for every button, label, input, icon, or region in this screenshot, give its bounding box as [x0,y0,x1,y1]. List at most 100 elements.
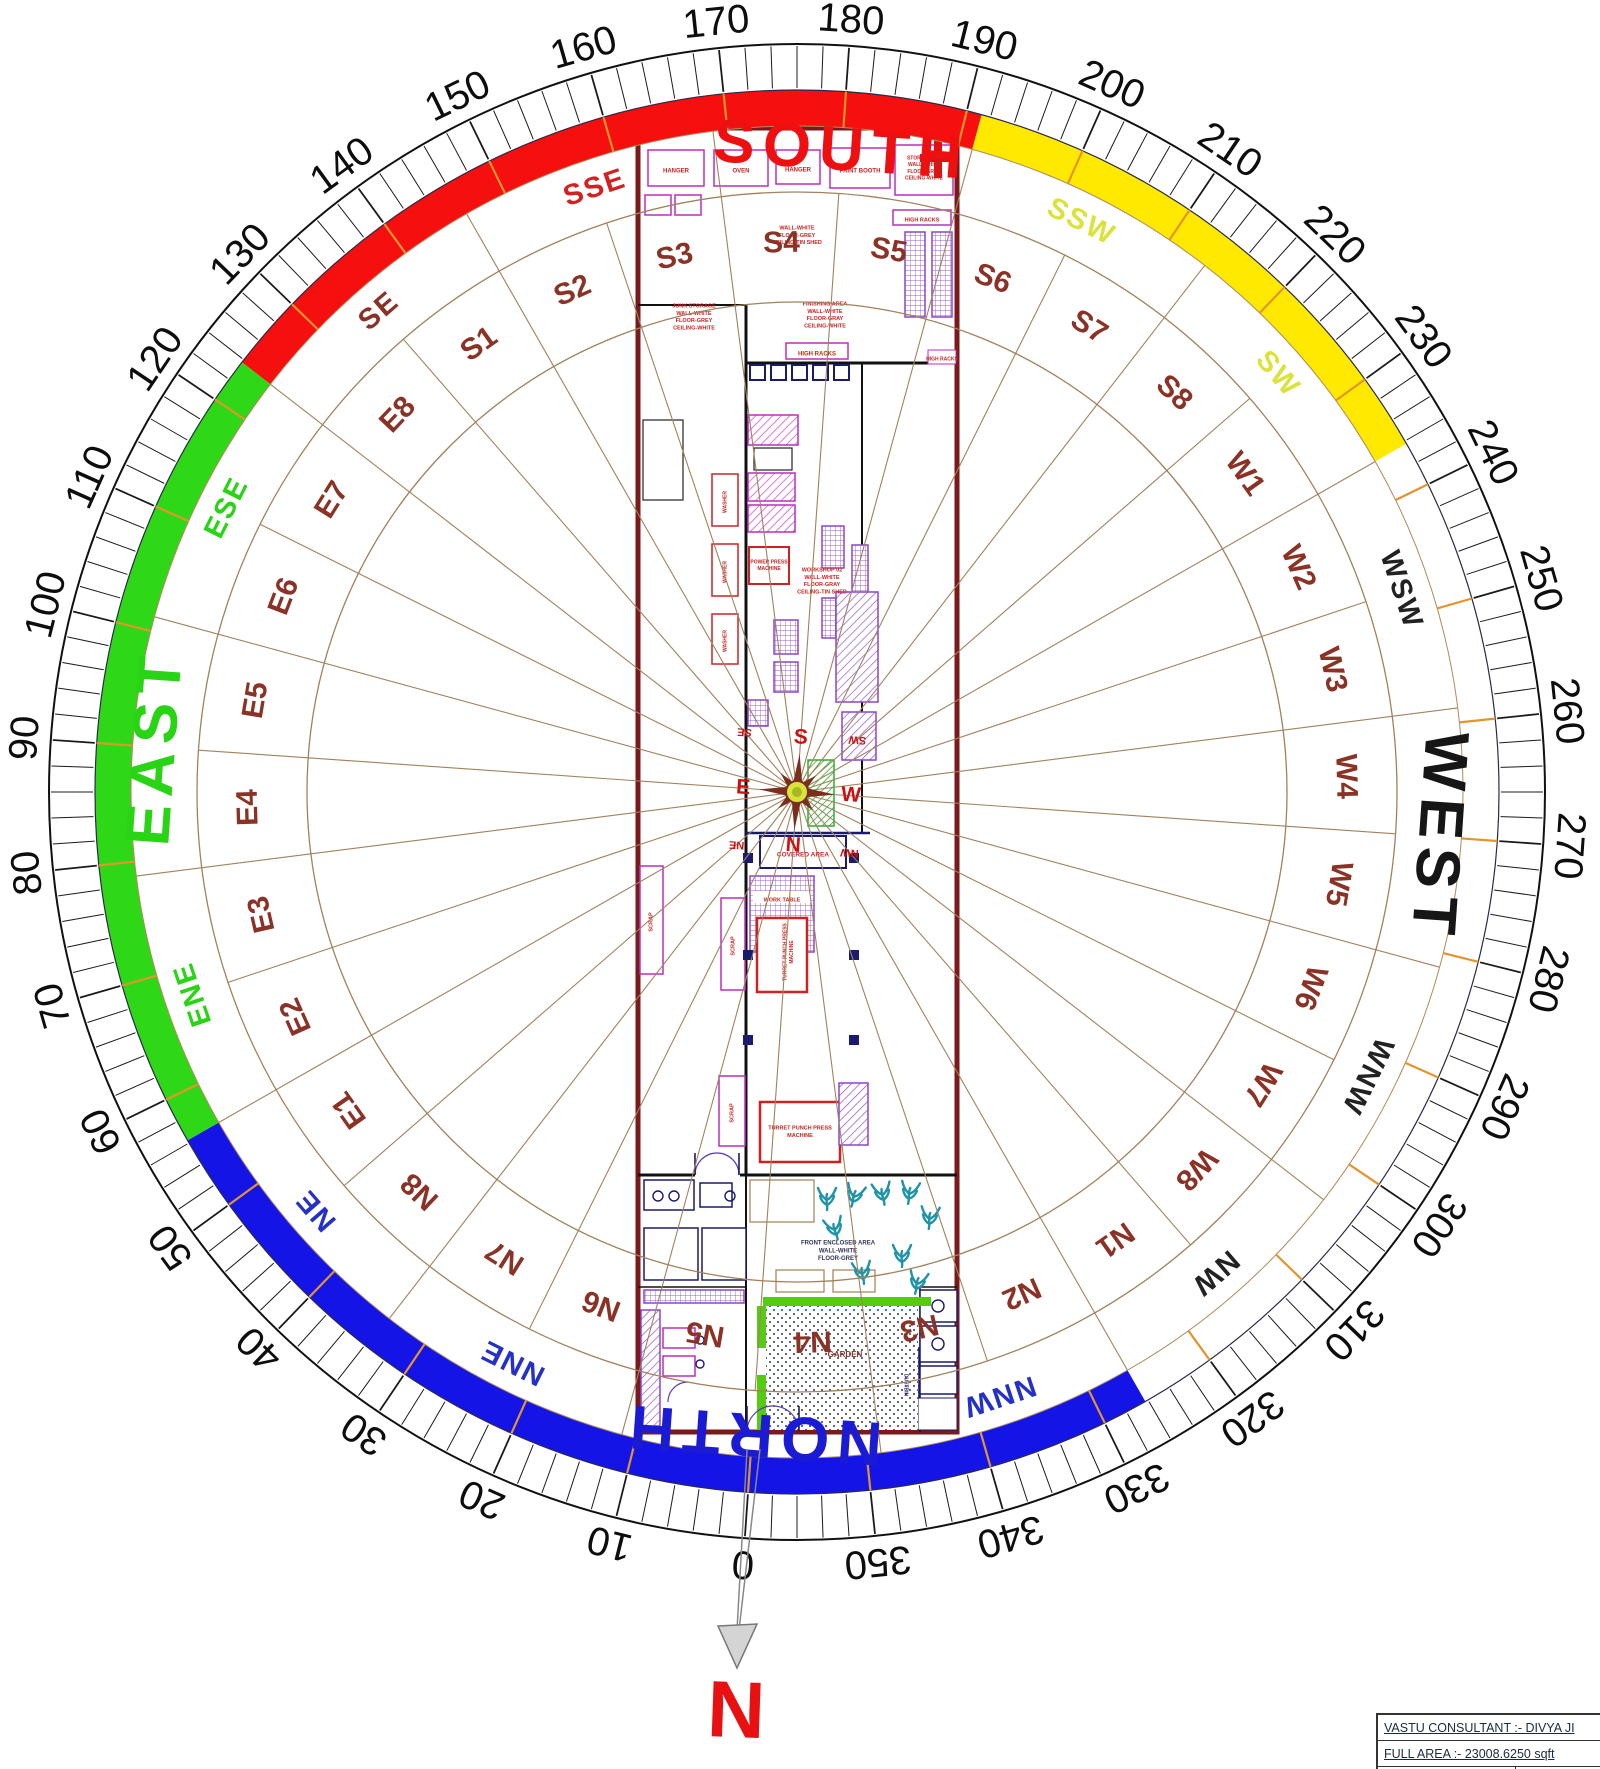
tick [54,864,97,871]
annotation-line: FINISHING AREA [803,301,848,307]
radial-line [621,791,798,1435]
tick [297,1314,327,1347]
room-or-fixture [812,364,829,381]
tick [423,145,446,183]
room-label: DUSTBIN [903,1374,909,1397]
tick [79,585,121,599]
radial-line [606,222,798,793]
tick [990,74,1004,116]
zone-ring-circle [196,191,1398,1393]
band-tick [979,1431,992,1468]
tick [1494,687,1536,695]
degree-label-200: 200 [1073,51,1152,118]
zone-label-E8: E8 [373,390,422,439]
radial-line [754,791,798,1391]
tick [1497,713,1540,720]
tick [225,1244,259,1272]
room-or-fixture [833,364,850,381]
tick [358,1361,384,1396]
radial-line [796,265,1206,793]
annotation-line: WALL-WHITE [676,311,711,317]
band-tick [842,91,848,128]
band-tick [1442,952,1479,963]
tick [1230,1346,1257,1381]
arrow-line [738,1448,761,1631]
radial-line [796,791,882,1453]
floor-plan: HANGER OVEN HANGER PAINT BOOTH HIGH RACKS HIG… [635,125,960,1435]
tick [379,1375,405,1411]
room-or-fixture [699,1182,733,1208]
tick [1449,1055,1489,1072]
annotation-line: WALL-WHITE [779,225,814,231]
direction-label-ne: NE [289,1183,342,1237]
tick [541,90,557,131]
tick [105,512,145,529]
room-label: WASHER [722,561,728,583]
tick [67,937,109,948]
band-tick [1258,286,1286,314]
band-tick [1461,837,1498,843]
direction-label-se: SE [352,285,405,337]
tick [242,1262,275,1292]
fixture [724,1190,736,1202]
band-tick [602,116,615,153]
room-or-fixture [747,504,796,533]
tick [469,1424,489,1463]
tick [1285,1298,1316,1329]
tick [1148,145,1171,183]
tick [469,121,490,160]
plant-icon [920,1205,941,1231]
tick [1418,441,1456,462]
tick [1439,1077,1479,1097]
annotation-line: JUNK STORAGE [672,303,716,309]
tick [821,1495,824,1538]
garden-hedge [763,1297,931,1306]
tick [966,1474,978,1516]
annotation-line: MACHINE [757,566,781,572]
tick [178,374,214,400]
band-tick [383,223,407,254]
annotation-line: WALL-WHITE [804,575,839,581]
tick [1335,312,1369,340]
tick [126,464,165,484]
tick [565,82,580,123]
fixture [668,1190,680,1202]
zone-label-E5: E5 [236,679,275,721]
tick [1380,374,1416,399]
zone-label-W4: W4 [1329,753,1363,799]
tick [1466,1009,1507,1024]
room-or-fixture [640,1309,661,1427]
tick [446,133,467,171]
tick [1037,90,1053,131]
band-tick [291,303,319,331]
band-tick [1066,150,1084,185]
annotation-line: FLOOR-GREY [818,1256,858,1262]
room-label: SCRAP [729,1103,735,1123]
band-tick [1335,378,1366,402]
rose-diagonal-NW: NW [839,846,859,859]
tick [744,1494,749,1537]
garden-hedge [757,1375,766,1430]
tick [1319,292,1352,322]
room-or-fixture [747,414,799,446]
degree-label-110: 110 [56,439,122,515]
degree-label-290: 290 [1471,1068,1538,1147]
room-or-fixture [749,1179,815,1223]
radial-line [796,397,1251,793]
tick [1429,464,1468,485]
column [849,950,859,960]
fixture [695,1335,705,1345]
band-tick [165,1082,199,1101]
tick [1500,816,1543,819]
annotation-line: CEILING-TIN SHED [772,240,822,246]
radial-line [796,791,988,1362]
zone-label-N4: N4 [793,1324,833,1358]
radial-line [154,616,798,793]
room-or-fixture [919,1365,958,1395]
radial-line [343,791,798,1187]
annotation: TURRET PUNCH PRESS MACHINE [768,1125,832,1138]
room-or-fixture [821,525,845,569]
tick [1335,1244,1369,1272]
tick [242,292,275,322]
